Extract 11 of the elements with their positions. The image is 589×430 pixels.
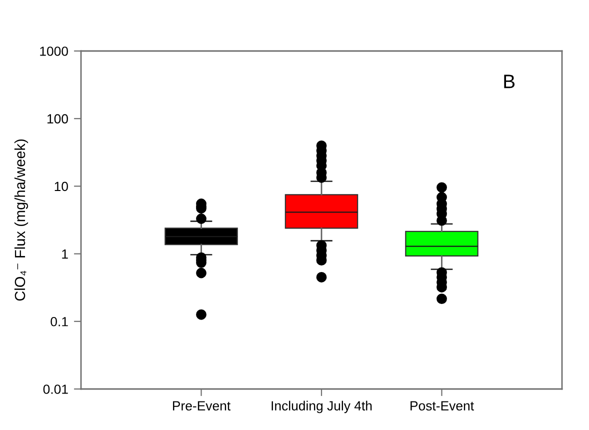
y-axis-title: ClO₄⁻ Flux (mg/ha/week) bbox=[14, 140, 28, 301]
y-tick-label: 100 bbox=[47, 114, 68, 124]
annotation: B bbox=[504, 74, 515, 88]
y-tick-label: 10 bbox=[54, 182, 68, 192]
x-tick-label: Including July 4th bbox=[272, 400, 372, 414]
y-tick-label: 0.01 bbox=[43, 384, 68, 394]
x-tick-label: Pre-Event bbox=[173, 401, 230, 410]
y-tick-label: 0.1 bbox=[50, 316, 68, 326]
y-tick-label: 1000 bbox=[40, 46, 68, 56]
x-tick-label: Post-Event bbox=[410, 401, 474, 410]
y-tick-label: 1 bbox=[62, 250, 68, 259]
